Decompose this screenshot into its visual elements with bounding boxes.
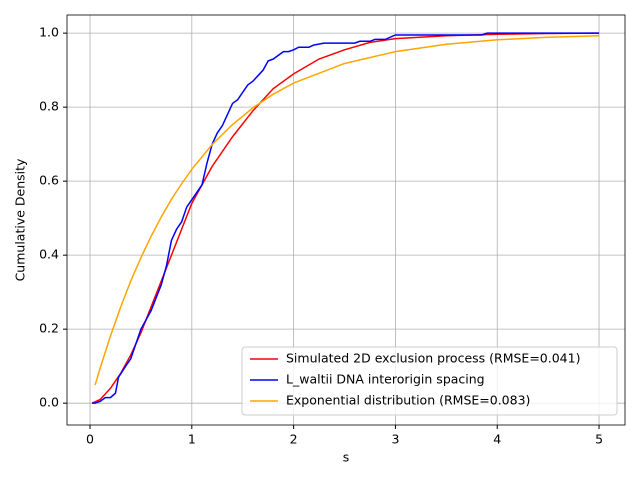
data-line xyxy=(92,32,600,404)
x-tick-label: 4 xyxy=(493,432,501,447)
legend-label: L_waltii DNA interorigin spacing xyxy=(286,372,485,387)
y-tick-label: 0.8 xyxy=(39,99,59,114)
data-line xyxy=(91,32,600,404)
x-axis-label: s xyxy=(343,450,350,465)
legend-box xyxy=(241,346,618,416)
x-tick-label: 5 xyxy=(595,432,603,447)
y-tick-label: 0.4 xyxy=(39,247,59,262)
x-tick-label: 2 xyxy=(290,432,298,447)
x-tick-label: 0 xyxy=(86,432,94,447)
legend-label: Simulated 2D exclusion process (RMSE=0.0… xyxy=(286,351,580,366)
x-tick-label: 1 xyxy=(188,432,196,447)
plot-frame xyxy=(66,14,626,426)
y-tick-label: 1.0 xyxy=(39,25,59,40)
y-axis-label: Cumulative Density xyxy=(13,158,28,281)
y-tick-label: 0.6 xyxy=(39,173,59,188)
legend-label: Exponential distribution (RMSE=0.083) xyxy=(286,393,530,408)
data-line xyxy=(94,34,600,386)
y-tick-label: 0.0 xyxy=(39,395,59,410)
y-tick-label: 0.2 xyxy=(39,321,59,336)
x-tick-label: 3 xyxy=(391,432,399,447)
